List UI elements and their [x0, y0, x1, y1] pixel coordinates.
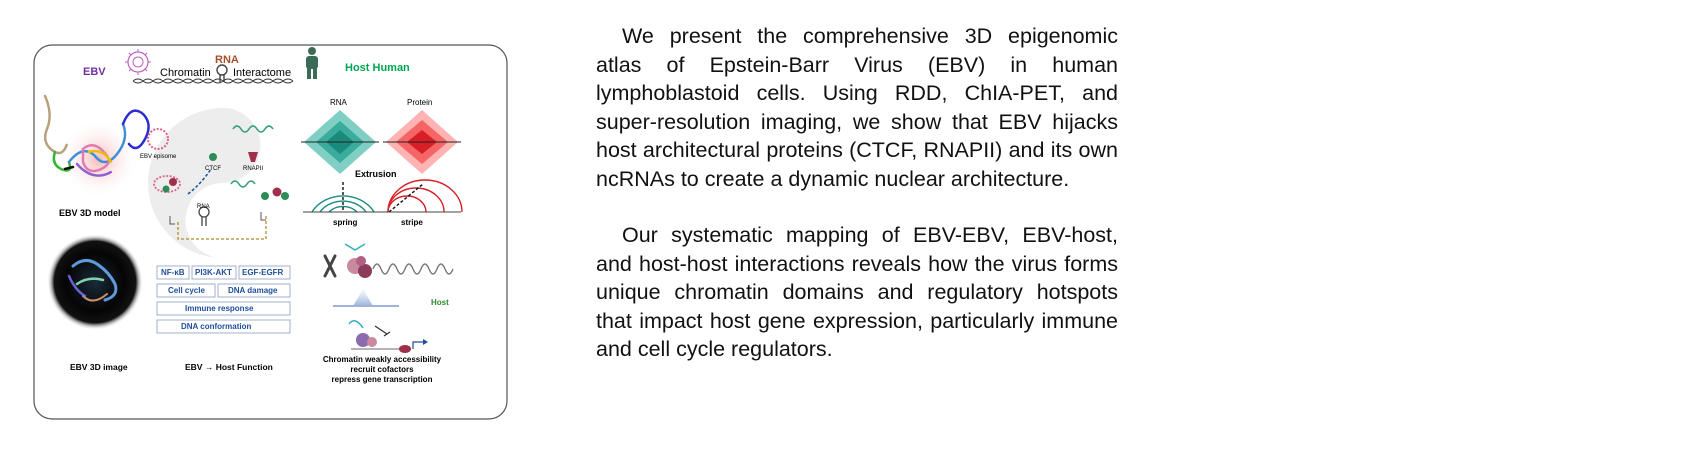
rna-top-label: RNA — [215, 54, 239, 66]
episome-loop-left — [153, 175, 181, 193]
rna-map-label: RNA — [330, 98, 348, 107]
ebv-3d-image — [47, 234, 143, 330]
ctcf-dot — [209, 153, 217, 161]
spring-arcs — [311, 182, 375, 213]
ebv-3d-image-signal — [67, 259, 118, 302]
host-small-label: Host — [431, 298, 449, 307]
abstract-text: We present the comprehensive 3D epigenom… — [596, 22, 1118, 364]
ebv-label: EBV — [83, 66, 106, 78]
spring-label: spring — [333, 218, 358, 227]
pathway-immune-response: Immune response — [185, 304, 254, 313]
abstract-paragraph-2: Our systematic mapping of EBV-EBV, EBV-h… — [596, 223, 1118, 361]
ebv-3d-model-label: EBV 3D model — [59, 208, 121, 218]
host-chromosome-icon — [323, 254, 337, 278]
chromatin-loop-right — [230, 180, 289, 200]
figure-svg: EBV RNA Chromatin Interactome Host Human — [33, 44, 508, 420]
chromatin-label: Chromatin — [160, 67, 211, 79]
virus-icon — [125, 49, 151, 75]
rna-center-label: RNA — [197, 204, 210, 210]
pathway-egf-egfr: EGF-EGFR — [242, 268, 284, 277]
pathway-boxes: NF-κB PI3K-AKT EGF-EGFR Cell cycle DNA d… — [156, 265, 291, 334]
human-icon — [306, 47, 318, 79]
dna-helix-icon — [132, 78, 294, 84]
rnapii-icon — [248, 152, 258, 162]
rna-hairpin-center — [198, 206, 210, 226]
ebv-3d-image-label: EBV 3D image — [70, 362, 128, 372]
ebv-3d-model-structure — [43, 94, 150, 177]
rnapii-label: RNAPII — [243, 166, 263, 172]
arrow-up-left — [187, 168, 212, 195]
stripe-arcs — [387, 179, 463, 213]
extrusion-label: Extrusion — [355, 169, 397, 179]
pathway-pi3k-akt: PI3K-AKT — [195, 268, 232, 277]
graphical-abstract-figure: EBV RNA Chromatin Interactome Host Human — [33, 44, 508, 420]
ebv-host-function-label: EBV → Host Function — [185, 362, 273, 372]
pathway-dna-damage: DNA damage — [228, 286, 278, 295]
rna-contact-map — [301, 110, 379, 174]
protein-map-label: Protein — [407, 98, 432, 107]
caption-line2: recruit cofactors — [350, 365, 414, 374]
repression-complex — [348, 320, 428, 353]
host-chromatin-wave — [372, 263, 454, 275]
small-tss-icons — [169, 212, 266, 225]
feedback-arrow — [177, 216, 267, 240]
pathway-nfkb: NF-κB — [161, 268, 185, 277]
ctcf-label: CTCF — [205, 166, 221, 172]
host-human-label: Host Human — [345, 62, 410, 74]
ebv-episome-icon — [147, 128, 169, 150]
protein-contact-map — [383, 110, 461, 174]
interactome-label: Interactome — [233, 67, 291, 79]
cofactor-complex — [344, 243, 372, 278]
abstract-paragraph-1: We present the comprehensive 3D epigenom… — [596, 24, 1118, 191]
pathway-dna-conformation: DNA conformation — [181, 322, 251, 331]
ebv-episome-label: EBV episome — [140, 154, 177, 160]
caption-line3: repress gene transcription — [332, 375, 433, 384]
pathway-cell-cycle: Cell cycle — [168, 286, 205, 295]
caption-line1: Chromatin weakly accessibility — [323, 355, 442, 364]
stripe-label: stripe — [401, 218, 423, 227]
fan-shape — [353, 289, 373, 306]
chromatin-coil-top — [232, 125, 274, 133]
